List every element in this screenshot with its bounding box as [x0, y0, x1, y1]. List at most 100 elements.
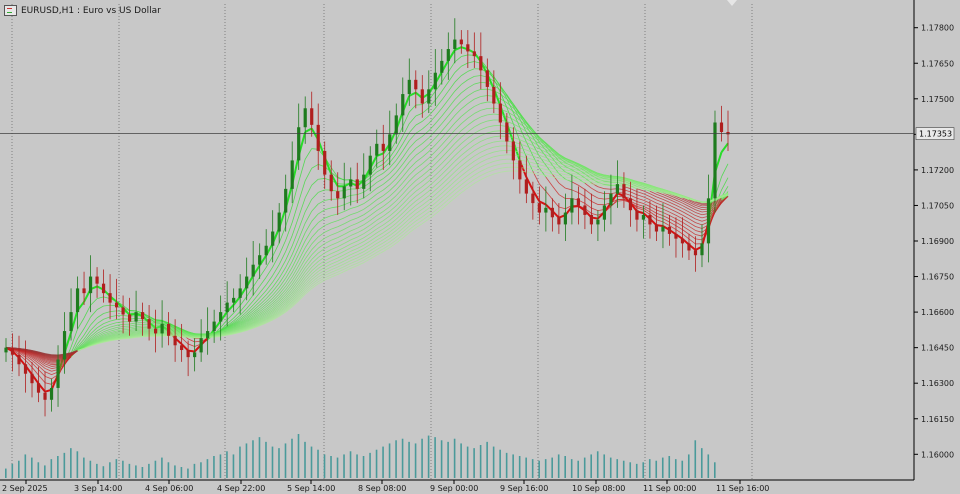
candle-body[interactable] [680, 238, 685, 244]
candle-body[interactable] [251, 264, 255, 277]
candle-body[interactable] [576, 198, 580, 206]
candle-body[interactable] [563, 212, 567, 225]
candle-body[interactable] [518, 160, 522, 180]
candle-body[interactable] [271, 231, 275, 246]
candle-body[interactable] [628, 198, 633, 211]
candle-body[interactable] [258, 255, 262, 265]
candle-body[interactable] [693, 250, 698, 256]
candle-body[interactable] [531, 193, 535, 204]
candle-body[interactable] [329, 174, 333, 192]
candle-body[interactable] [381, 143, 385, 151]
candle-body[interactable] [466, 44, 470, 52]
candle-body[interactable] [368, 155, 372, 175]
candle-body[interactable] [134, 312, 138, 322]
candle-body[interactable] [173, 335, 177, 346]
candle-body[interactable] [667, 226, 672, 234]
candle-body[interactable] [75, 288, 80, 313]
candle-body[interactable] [706, 198, 711, 244]
candle-body[interactable] [420, 89, 424, 104]
candle-body[interactable] [23, 364, 28, 374]
candle-body[interactable] [349, 179, 353, 187]
candle-body[interactable] [615, 184, 620, 194]
candle-body[interactable] [453, 39, 457, 50]
candle-body[interactable] [114, 302, 119, 308]
candle-body[interactable] [127, 314, 132, 322]
candle-body[interactable] [193, 352, 197, 358]
candle-body[interactable] [36, 383, 41, 393]
candle-body[interactable] [323, 150, 327, 175]
candle-body[interactable] [602, 205, 607, 220]
candle-body[interactable] [596, 219, 600, 225]
candle-body[interactable] [427, 89, 431, 104]
candle-body[interactable] [10, 347, 15, 355]
candle-body[interactable] [4, 347, 8, 353]
candle-body[interactable] [316, 124, 320, 151]
candle-body[interactable] [362, 174, 366, 189]
candle-body[interactable] [661, 226, 665, 232]
candle-body[interactable] [492, 86, 496, 104]
candle-body[interactable] [674, 233, 678, 239]
candle-body[interactable] [225, 302, 229, 313]
candle-body[interactable] [199, 338, 203, 353]
candle-body[interactable] [186, 350, 190, 358]
candle-body[interactable] [95, 276, 99, 284]
candle-body[interactable] [537, 203, 541, 213]
candle-body[interactable] [167, 323, 171, 336]
candle-body[interactable] [245, 276, 249, 289]
candle-body[interactable] [62, 331, 67, 360]
candle-body[interactable] [219, 312, 223, 322]
candle-body[interactable] [212, 321, 216, 332]
candle-body[interactable] [297, 127, 301, 161]
candle-body[interactable] [440, 60, 444, 73]
candle-body[interactable] [238, 288, 242, 298]
candle-body[interactable] [498, 103, 502, 123]
candle-body[interactable] [641, 214, 646, 220]
candle-body[interactable] [17, 354, 21, 365]
candle-body[interactable] [290, 160, 294, 189]
candle-body[interactable] [511, 141, 515, 161]
candle-body[interactable] [654, 224, 659, 232]
candle-body[interactable] [589, 214, 594, 225]
candle-body[interactable] [140, 312, 145, 320]
candle-body[interactable] [479, 56, 483, 71]
candle-body[interactable] [570, 198, 574, 213]
candle-body[interactable] [355, 179, 359, 189]
candle-body[interactable] [264, 245, 268, 256]
candle-body[interactable] [147, 319, 151, 329]
candle-body[interactable] [505, 122, 509, 142]
candle-body[interactable] [687, 243, 691, 251]
candle-body[interactable] [101, 283, 106, 294]
candle-body[interactable] [375, 143, 379, 156]
candle-body[interactable] [726, 131, 730, 135]
candle-body[interactable] [284, 188, 288, 213]
candle-body[interactable] [43, 392, 47, 400]
candle-body[interactable] [472, 51, 476, 57]
candle-body[interactable] [232, 297, 236, 303]
candle-body[interactable] [407, 79, 411, 95]
candle-body[interactable] [277, 212, 281, 232]
candle-body[interactable] [648, 214, 652, 225]
candle-body[interactable] [388, 134, 392, 151]
candle-body[interactable] [88, 276, 93, 294]
candle-body[interactable] [154, 328, 158, 334]
candle-body[interactable] [56, 359, 60, 388]
candle-body[interactable] [609, 193, 613, 206]
candle-body[interactable] [394, 115, 398, 135]
candle-body[interactable] [459, 39, 463, 45]
candle-body[interactable] [622, 184, 626, 199]
candle-body[interactable] [635, 210, 639, 220]
candle-body[interactable] [713, 122, 717, 199]
candle-body[interactable] [544, 207, 548, 213]
candle-body[interactable] [557, 217, 561, 225]
candle-body[interactable] [336, 191, 340, 199]
candle-body[interactable] [583, 205, 587, 215]
candle-body[interactable] [303, 108, 307, 128]
candle-body[interactable] [550, 207, 554, 218]
candle-body[interactable] [160, 323, 164, 334]
shift-marker-icon[interactable] [727, 0, 737, 6]
candle-body[interactable] [310, 108, 314, 125]
candle-body[interactable] [719, 122, 724, 132]
candle-body[interactable] [446, 49, 450, 61]
